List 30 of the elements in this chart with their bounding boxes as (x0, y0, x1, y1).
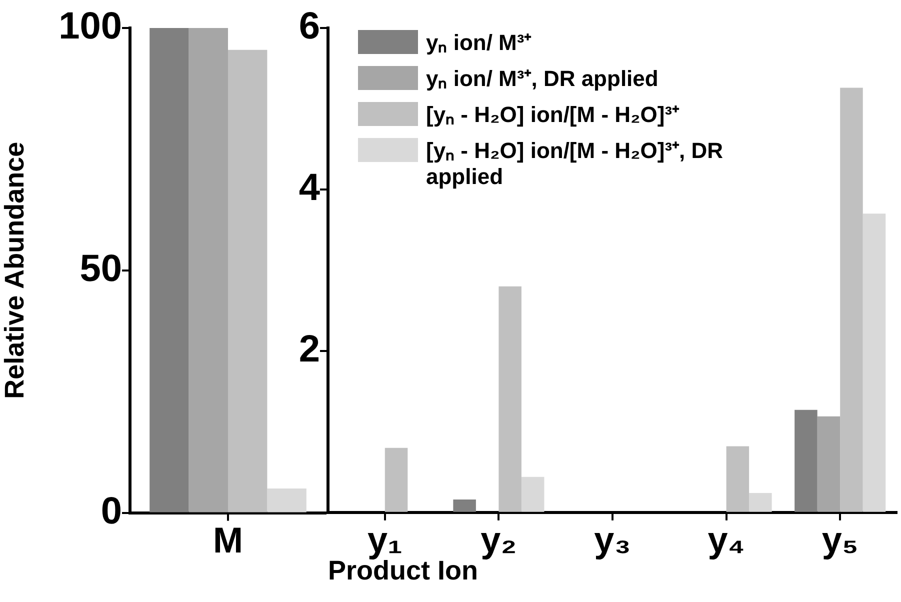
bar (862, 214, 886, 512)
y-tick-label: 2 (298, 328, 320, 370)
bar (228, 50, 268, 512)
bar (384, 448, 408, 512)
bar (749, 493, 772, 512)
y-axis-title: Relative Abundance (0, 142, 30, 399)
y-tick-label: 6 (298, 5, 320, 48)
bar (794, 410, 818, 512)
bar (150, 28, 189, 512)
bar (453, 499, 476, 512)
x-tick-label: y₄ (708, 518, 745, 560)
bar (498, 286, 522, 512)
bar (840, 88, 863, 512)
x-tick-label: y₅ (822, 518, 858, 560)
legend-label: yₙ ion/ M³⁺, DR applied (426, 66, 658, 92)
legend-label: [yₙ - H₂O] ion/[M - H₂O]³⁺ (426, 102, 680, 128)
y-tick-label: 4 (298, 166, 320, 209)
bar (521, 476, 544, 512)
x-tick-label: y₃ (594, 518, 631, 560)
y-tick-label: 100 (58, 5, 122, 48)
legend-label: yₙ ion/ M³⁺ (426, 30, 532, 56)
bar (188, 28, 228, 512)
y-tick-label: 0 (100, 490, 122, 532)
legend-label: [yₙ - H₂O] ion/[M - H₂O]³⁺, DR applied (426, 138, 724, 190)
bar (267, 488, 306, 512)
x-tick-label: M (213, 519, 243, 560)
x-tick-label: y₂ (480, 518, 517, 560)
y-tick-label: 50 (80, 248, 122, 290)
bar (726, 446, 750, 512)
bar (817, 416, 840, 512)
